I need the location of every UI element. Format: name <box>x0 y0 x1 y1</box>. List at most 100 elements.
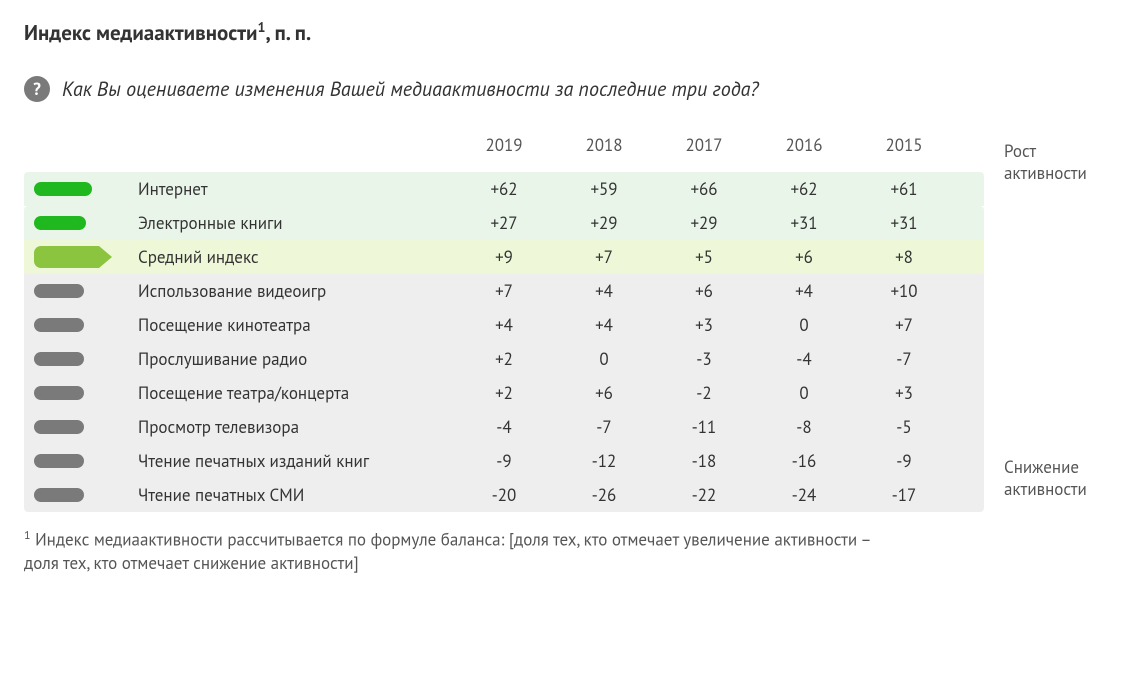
year-header-row: 2019 2018 2017 2016 2015 <box>24 128 984 162</box>
bar-cell <box>34 318 134 332</box>
bar-cell <box>34 284 134 298</box>
value-cell: -20 <box>454 484 554 506</box>
value-cell: -7 <box>854 348 954 370</box>
bar-cell <box>34 216 134 230</box>
value-cell: 0 <box>754 314 854 336</box>
value-cell: +8 <box>854 246 954 268</box>
bar-cell <box>34 182 134 196</box>
table-row: Посещение театра/концерта+2+6-20+3 <box>24 376 984 410</box>
value-cell: +10 <box>854 280 954 302</box>
table-row: Прослушивание радио+20-3-4-7 <box>24 342 984 376</box>
average-arrow-bar <box>34 246 99 268</box>
row-label: Просмотр телевизора <box>134 416 454 438</box>
value-cell: +7 <box>854 314 954 336</box>
value-cell: +4 <box>554 280 654 302</box>
category-bar <box>34 182 92 196</box>
row-label: Средний индекс <box>134 246 454 268</box>
table-row: Чтение печатных изданий книг-9-12-18-16-… <box>24 444 984 478</box>
value-cell: -17 <box>854 484 954 506</box>
value-cell: -12 <box>554 450 654 472</box>
question-text: Как Вы оцениваете изменения Вашей медиаа… <box>62 76 759 102</box>
value-cell: +7 <box>554 246 654 268</box>
value-cell: -24 <box>754 484 854 506</box>
row-label: Чтение печатных СМИ <box>134 484 454 506</box>
row-label: Посещение театра/концерта <box>134 382 454 404</box>
value-cell: +66 <box>654 178 754 200</box>
row-label: Чтение печатных изданий книг <box>134 450 454 472</box>
value-cell: -26 <box>554 484 654 506</box>
title-main: Индекс медиаактивности <box>24 19 257 46</box>
footnote-text: Индекс медиаактивности рассчитывается по… <box>24 529 870 574</box>
footnote: 1 Индекс медиаактивности рассчитывается … <box>24 528 894 575</box>
average-row: Средний индекс+9+7+5+6+8 <box>24 240 984 274</box>
value-cell: -16 <box>754 450 854 472</box>
value-cell: -11 <box>654 416 754 438</box>
value-cell: +31 <box>854 212 954 234</box>
row-label: Электронные книги <box>134 212 454 234</box>
bar-cell <box>34 454 134 468</box>
table-core: 2019 2018 2017 2016 2015 Интернет+62+59+… <box>24 128 984 512</box>
page-title: Индекс медиаактивности1, п. п. <box>24 18 1121 46</box>
bar-cell <box>34 488 134 502</box>
value-cell: -4 <box>754 348 854 370</box>
value-cell: +3 <box>654 314 754 336</box>
year-header: 2018 <box>554 134 654 156</box>
value-cell: +59 <box>554 178 654 200</box>
value-cell: -9 <box>454 450 554 472</box>
year-header: 2019 <box>454 134 554 156</box>
value-cell: +62 <box>754 178 854 200</box>
value-cell: -7 <box>554 416 654 438</box>
side-label-decline: Снижение активности <box>1004 456 1087 500</box>
category-bar <box>34 318 84 332</box>
value-cell: +3 <box>854 382 954 404</box>
value-cell: +4 <box>754 280 854 302</box>
title-suffix: , п. п. <box>265 19 311 46</box>
category-bar <box>34 420 84 434</box>
side-label-growth: Рост активности <box>1004 140 1087 184</box>
value-cell: -8 <box>754 416 854 438</box>
value-cell: +62 <box>454 178 554 200</box>
value-cell: -18 <box>654 450 754 472</box>
table-row: Чтение печатных СМИ-20-26-22-24-17 <box>24 478 984 512</box>
value-cell: -9 <box>854 450 954 472</box>
value-cell: +9 <box>454 246 554 268</box>
value-cell: 0 <box>554 348 654 370</box>
value-cell: +27 <box>454 212 554 234</box>
table-row: Электронные книги+27+29+29+31+31 <box>24 206 984 240</box>
category-bar <box>34 352 84 366</box>
year-header: 2016 <box>754 134 854 156</box>
media-index-table: 2019 2018 2017 2016 2015 Интернет+62+59+… <box>24 128 1121 512</box>
bar-cell <box>34 420 134 434</box>
value-cell: +7 <box>454 280 554 302</box>
value-cell: -5 <box>854 416 954 438</box>
bar-cell <box>34 352 134 366</box>
category-bar <box>34 454 84 468</box>
value-cell: -2 <box>654 382 754 404</box>
value-cell: +6 <box>554 382 654 404</box>
value-cell: -4 <box>454 416 554 438</box>
value-cell: +2 <box>454 382 554 404</box>
value-cell: +5 <box>654 246 754 268</box>
value-cell: +2 <box>454 348 554 370</box>
table-row: Интернет+62+59+66+62+61 <box>24 172 984 206</box>
value-cell: 0 <box>754 382 854 404</box>
value-cell: +61 <box>854 178 954 200</box>
category-bar <box>34 284 84 298</box>
row-label: Прослушивание радио <box>134 348 454 370</box>
value-cell: +29 <box>554 212 654 234</box>
bar-cell <box>34 386 134 400</box>
row-label: Использование видеоигр <box>134 280 454 302</box>
table-row: Просмотр телевизора-4-7-11-8-5 <box>24 410 984 444</box>
value-cell: -22 <box>654 484 754 506</box>
help-icon[interactable]: ? <box>24 76 50 102</box>
category-bar <box>34 488 84 502</box>
side-labels: Рост активности Снижение активности <box>1004 128 1087 512</box>
value-cell: +4 <box>454 314 554 336</box>
row-label: Посещение кинотеатра <box>134 314 454 336</box>
category-bar <box>34 386 84 400</box>
value-cell: +6 <box>754 246 854 268</box>
value-cell: +4 <box>554 314 654 336</box>
category-bar <box>34 216 86 230</box>
table-row: Посещение кинотеатра+4+4+30+7 <box>24 308 984 342</box>
bar-cell <box>34 246 134 268</box>
